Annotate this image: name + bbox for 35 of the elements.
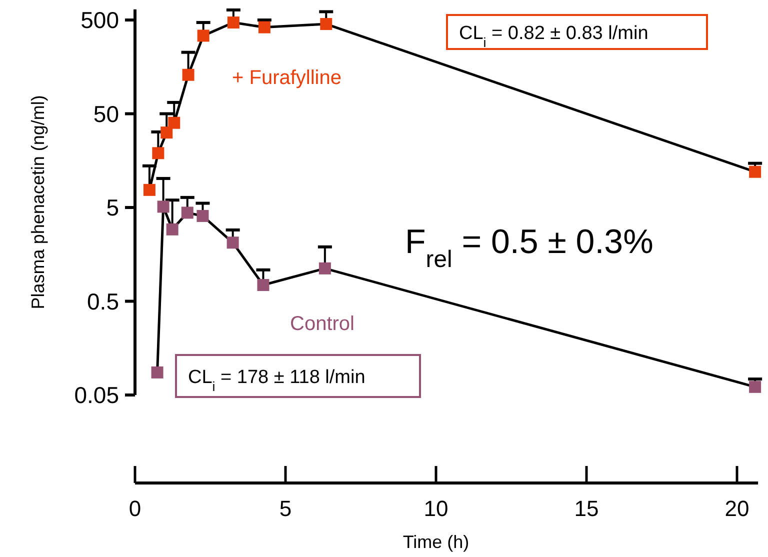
- point: [157, 200, 170, 213]
- point: [320, 18, 332, 30]
- point: [257, 279, 270, 292]
- point: [168, 116, 180, 129]
- point: [143, 184, 156, 196]
- x-axis-title: Time (h): [402, 532, 470, 552]
- point: [318, 262, 331, 274]
- y-tick-label: 0.5: [87, 288, 119, 314]
- point: [197, 30, 210, 42]
- y-tick-label: 0.05: [74, 382, 119, 408]
- point: [227, 16, 240, 29]
- annotation: CL$_{i}$ = 178 ± 118 l/min: [188, 367, 366, 394]
- point: [152, 147, 164, 160]
- point: [181, 206, 194, 219]
- y-tick-label: 5: [106, 194, 119, 221]
- point: [749, 166, 762, 178]
- point: [196, 210, 209, 222]
- x-tick-label: 0: [128, 496, 142, 521]
- series-label: + Furafylline: [232, 67, 342, 89]
- point: [258, 21, 270, 34]
- point: [166, 223, 178, 236]
- y-tick-label: 500: [80, 7, 119, 34]
- annotation: CL$_{i}$ = 0.82 ± 0.83 l/min: [459, 23, 648, 50]
- x-tick-label: 10: [424, 496, 448, 521]
- x-tick-label: 5: [279, 496, 292, 521]
- series-label: Control: [290, 313, 354, 335]
- point: [182, 68, 194, 81]
- point: [151, 366, 164, 378]
- y-axis-title: Plasma phenacetin (ng/ml): [28, 95, 48, 310]
- annotation: F$_{rel}$ = 0.5 ± 0.3%: [405, 223, 654, 272]
- x-tick-label: 15: [574, 496, 599, 521]
- point: [226, 236, 239, 249]
- y-tick-label: 50: [93, 100, 119, 127]
- x-tick-label: 20: [724, 496, 750, 521]
- point: [160, 126, 173, 139]
